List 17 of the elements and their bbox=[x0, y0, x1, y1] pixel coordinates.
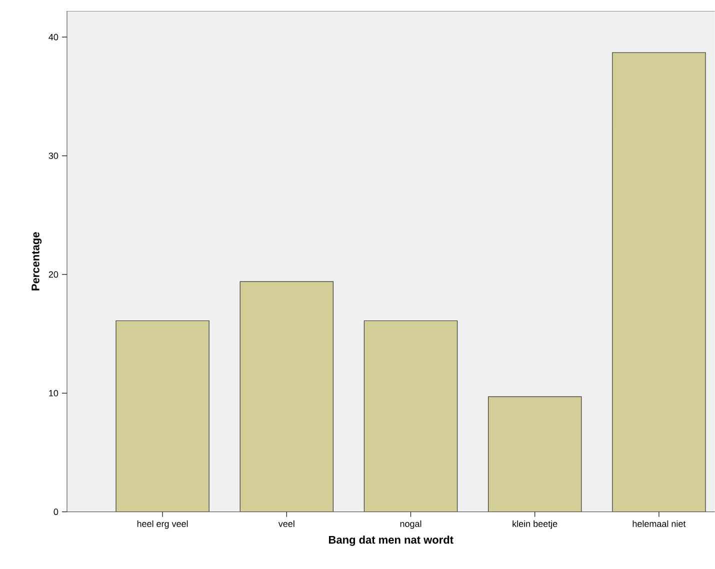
x-axis-title: Bang dat men nat wordt bbox=[329, 536, 454, 546]
bar bbox=[240, 281, 334, 512]
y-tick-label: 30 bbox=[48, 152, 58, 160]
bar bbox=[488, 396, 582, 512]
y-tick-label: 10 bbox=[49, 390, 58, 396]
bar bbox=[364, 320, 458, 512]
bar bbox=[116, 320, 210, 512]
x-tick-label: klein beetje bbox=[512, 520, 558, 529]
x-tick-label: veel bbox=[278, 520, 294, 528]
y-axis-title: Percentage bbox=[32, 232, 42, 290]
x-tick-label: helemaal niet bbox=[632, 520, 686, 528]
x-tick-label: nogal bbox=[400, 520, 422, 529]
bar bbox=[612, 52, 706, 512]
y-tick-label: 40 bbox=[48, 34, 58, 40]
y-tick-label: 0 bbox=[54, 508, 58, 516]
x-tick-label: heel erg veel bbox=[137, 520, 188, 529]
y-tick-label: 20 bbox=[48, 271, 58, 278]
